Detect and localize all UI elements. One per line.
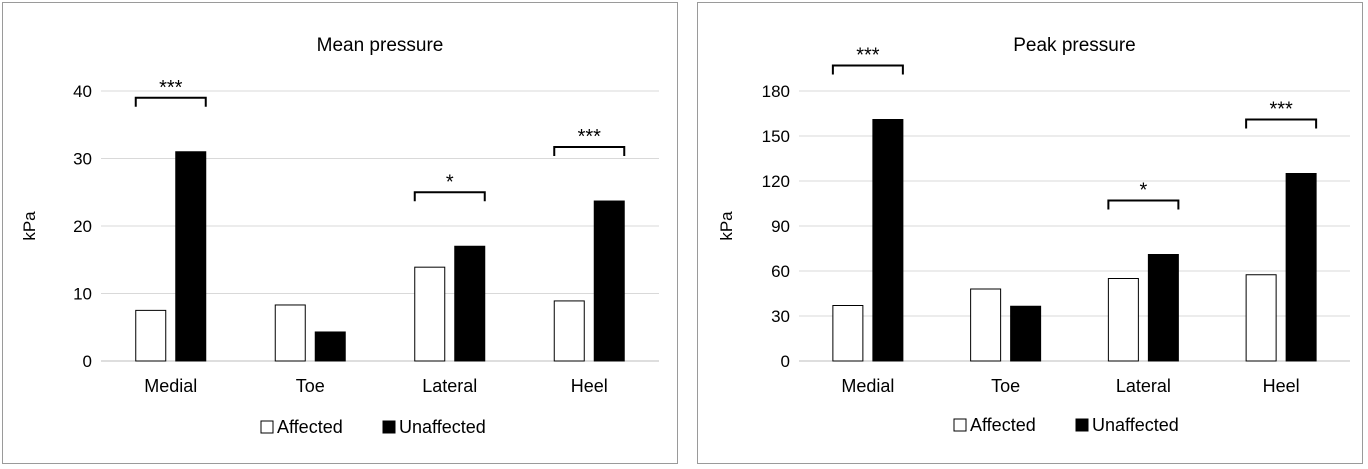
bar-unaffected-heel xyxy=(593,200,625,362)
significance-bracket xyxy=(553,146,626,157)
bar-affected-toe xyxy=(274,304,306,362)
bar-unaffected-toe xyxy=(314,331,346,362)
bar-unaffected-medial xyxy=(175,151,207,362)
bar-unaffected-heel xyxy=(1285,173,1317,362)
x-tick-label: Heel xyxy=(571,376,608,396)
bar-affected-heel xyxy=(1245,274,1277,362)
bar-affected-lateral xyxy=(1107,278,1139,362)
y-tick-label: 150 xyxy=(762,127,790,146)
legend-swatch-unaffected xyxy=(382,420,396,434)
y-tick-label: 0 xyxy=(83,352,92,371)
peak-pressure-chart: Peak pressure kPa 0 30 60 90 120 150 180 Medial **… xyxy=(697,2,1363,464)
y-tick-label: 10 xyxy=(73,285,92,304)
x-tick-label: Medial xyxy=(841,376,894,396)
y-tick-label: 20 xyxy=(73,217,92,236)
significance-bracket xyxy=(1107,199,1180,210)
bar-affected-medial xyxy=(135,309,167,362)
x-tick-label: Medial xyxy=(144,376,197,396)
bar-unaffected-lateral xyxy=(454,245,486,362)
y-tick-label: 30 xyxy=(73,150,92,169)
bar-unaffected-toe xyxy=(1010,305,1042,362)
significance-bracket xyxy=(413,191,486,202)
mean-pressure-chart: Mean pressure kPa 0 10 20 30 40 Medial *** Toe Lat… xyxy=(2,2,678,464)
legend-swatch-affected xyxy=(953,418,967,432)
legend-label-affected: Affected xyxy=(277,417,343,437)
legend-label-unaffected: Unaffected xyxy=(399,417,486,437)
significance-label: * xyxy=(446,171,454,193)
x-tick-label: Heel xyxy=(1263,376,1300,396)
y-tick-label: 60 xyxy=(771,262,790,281)
y-tick-label: 0 xyxy=(781,352,790,371)
bar-affected-heel xyxy=(553,300,585,362)
bar-unaffected-lateral xyxy=(1147,254,1179,362)
x-tick-label: Lateral xyxy=(1116,376,1171,396)
y-tick-label: 120 xyxy=(762,172,790,191)
legend-label-affected: Affected xyxy=(970,415,1036,435)
x-tick-label: Lateral xyxy=(422,376,477,396)
y-axis-label: kPa xyxy=(717,211,736,241)
bar-affected-lateral xyxy=(414,266,446,362)
mean-pressure-chart-svg: Mean pressure kPa 0 10 20 30 40 Medial *** Toe Lat… xyxy=(20,35,659,437)
x-tick-label: Toe xyxy=(991,376,1020,396)
y-tick-label: 30 xyxy=(771,307,790,326)
bar-affected-medial xyxy=(832,305,864,362)
chart-title: Peak pressure xyxy=(1013,35,1136,56)
y-tick-label: 40 xyxy=(73,82,92,101)
y-tick-label: 180 xyxy=(762,82,790,101)
significance-label: *** xyxy=(1269,99,1293,121)
peak-pressure-chart-svg: Peak pressurekPa0306090120150180Medial**… xyxy=(717,35,1350,435)
y-axis-label: kPa xyxy=(20,211,39,241)
bar-unaffected-medial xyxy=(872,119,904,362)
significance-bracket xyxy=(1245,118,1318,129)
significance-bracket xyxy=(134,96,207,107)
significance-bracket xyxy=(831,64,904,75)
bar-affected-toe xyxy=(970,288,1002,362)
significance-label: *** xyxy=(856,45,880,67)
significance-label: *** xyxy=(159,77,183,99)
chart-title: Mean pressure xyxy=(317,35,444,56)
legend-swatch-unaffected xyxy=(1075,418,1089,432)
legend-label-unaffected: Unaffected xyxy=(1092,415,1179,435)
significance-label: * xyxy=(1139,180,1147,202)
y-tick-label: 90 xyxy=(771,217,790,236)
legend-swatch-affected xyxy=(260,420,274,434)
x-tick-label: Toe xyxy=(296,376,325,396)
significance-label: *** xyxy=(578,126,602,148)
